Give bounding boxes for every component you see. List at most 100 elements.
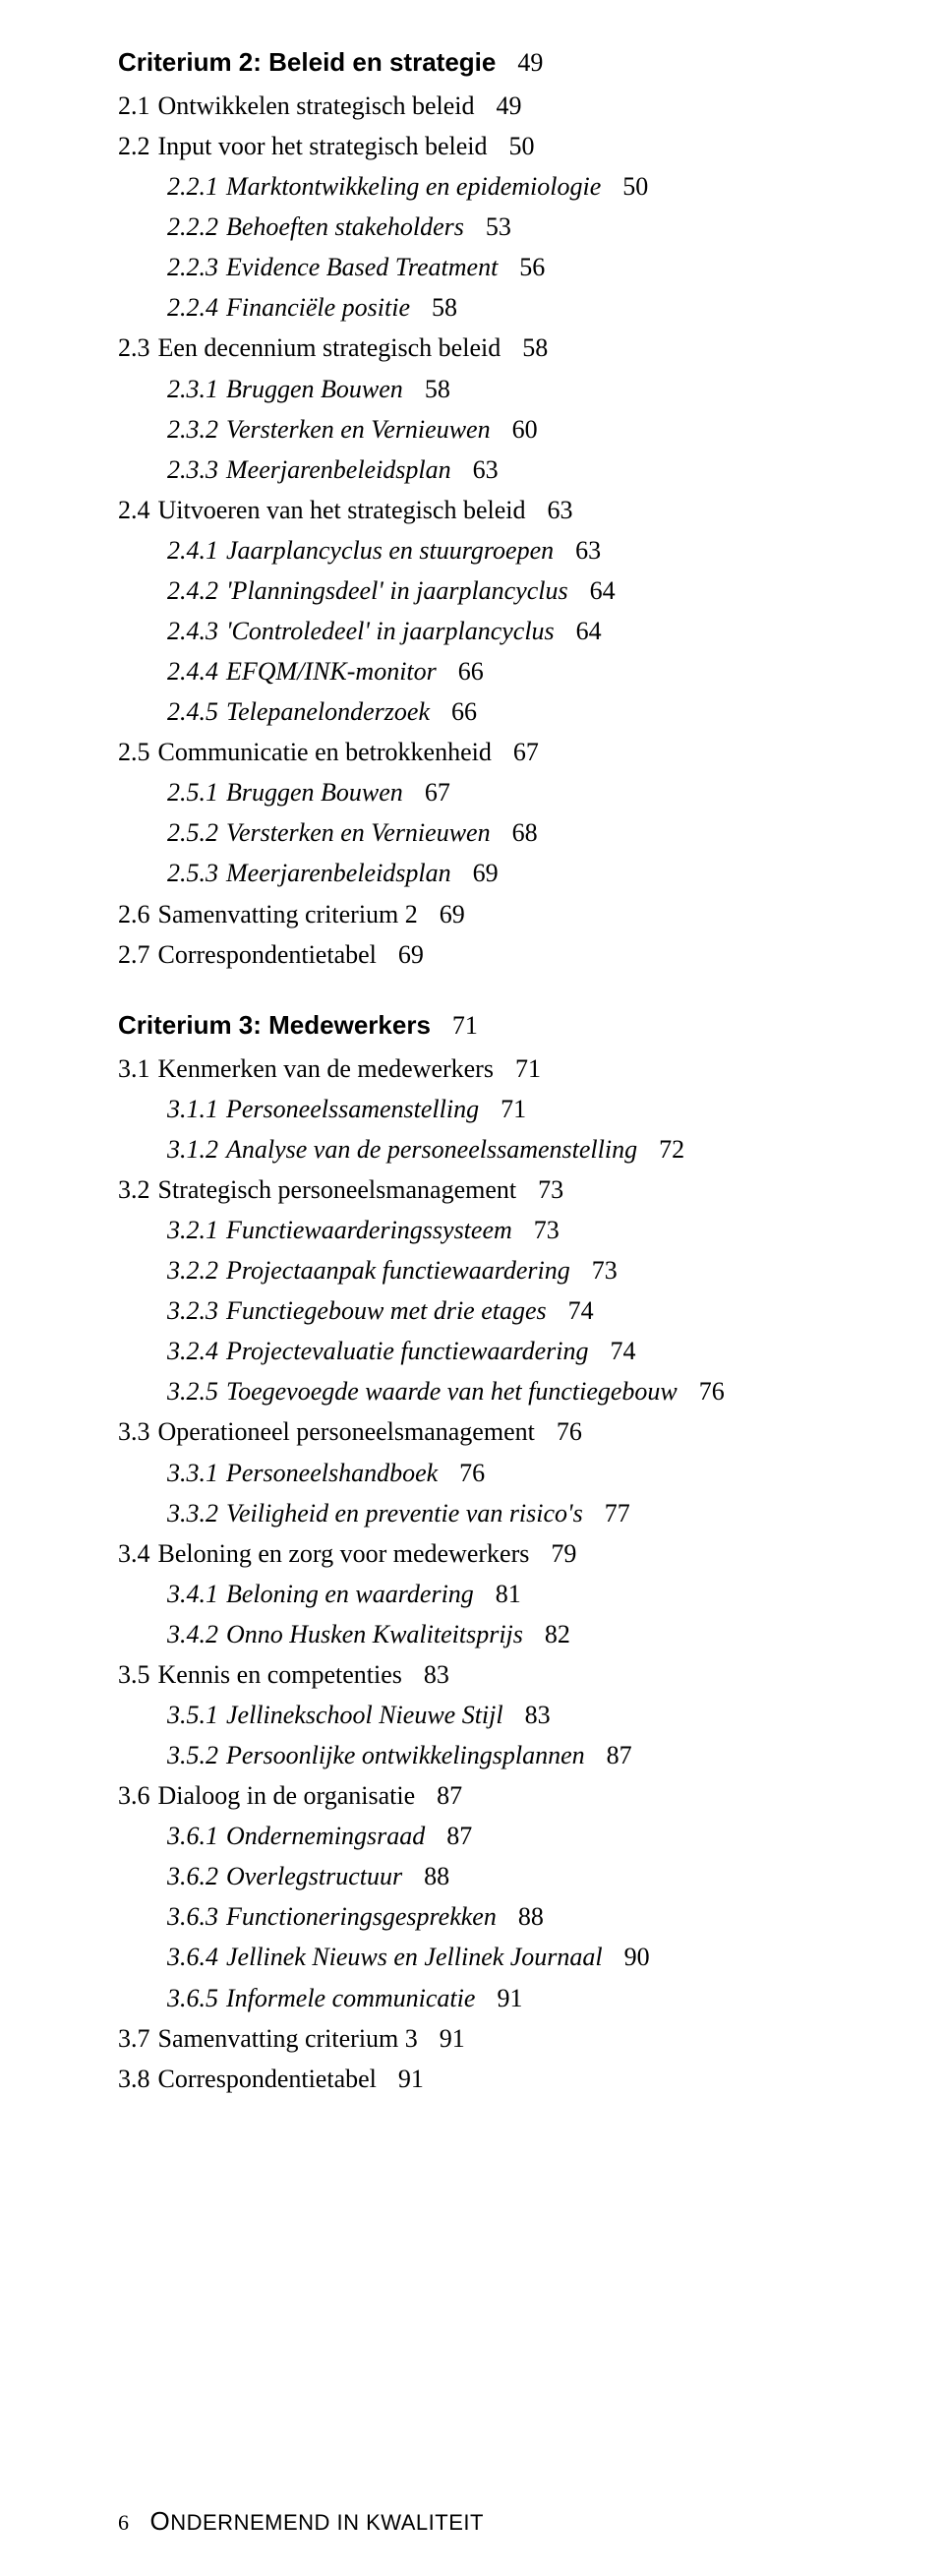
toc-entry: 3.4.2Onno Husken Kwaliteitsprijs82 <box>167 1614 873 1654</box>
entry-page: 49 <box>497 91 522 120</box>
entry-number: 3.2.4 <box>167 1337 218 1365</box>
entry-label: Veiligheid en preventie van risico's <box>226 1499 583 1528</box>
entry-page: 63 <box>547 496 572 524</box>
entry-label: Bruggen Bouwen <box>226 375 403 403</box>
toc-entry: 2.3.1 Bruggen Bouwen 58 <box>167 369 873 409</box>
toc-entry: 2.4Uitvoeren van het strategisch beleid6… <box>118 490 873 530</box>
entry-label: Marktontwikkeling en epidemiologie <box>226 172 601 201</box>
entry-label: Versterken en Vernieuwen <box>226 818 491 847</box>
toc-entry: 3.2.3Functiegebouw met drie etages74 <box>167 1290 873 1331</box>
entry-number: 2.2.4 <box>167 293 218 322</box>
entry-page: 83 <box>424 1660 449 1689</box>
toc-entry: 2.2.1Marktontwikkeling en epidemiologie5… <box>167 166 873 207</box>
entry-label: Correspondentietabel <box>158 940 377 969</box>
toc-entry: 3.5.1Jellinekschool Nieuwe Stijl83 <box>167 1695 873 1735</box>
toc-entry: 2.3.3 Meerjarenbeleidsplan 63 <box>167 449 873 490</box>
entry-label: Bruggen Bouwen <box>226 778 403 807</box>
entry-label: Financiële positie <box>226 293 410 322</box>
heading-page: 49 <box>517 48 543 77</box>
entry-page: 50 <box>509 132 535 160</box>
entry-number: 2.3.1 <box>167 375 218 403</box>
entry-number: 2.4.2 <box>167 576 218 605</box>
entry-label: Persoonlijke ontwikkelingsplannen <box>226 1741 585 1769</box>
entry-label: Ontwikkelen strategisch beleid <box>158 91 475 120</box>
entry-page: 91 <box>398 2065 424 2093</box>
entry-label: Functiewaarderingssysteem <box>226 1216 512 1244</box>
toc-entry: 3.2.4Projectevaluatie functiewaardering7… <box>167 1331 873 1371</box>
toc-entry: 3.3Operationeel personeelsmanagement76 <box>118 1411 873 1452</box>
entry-label: Meerjarenbeleidsplan <box>226 455 451 484</box>
entry-number: 3.4 <box>118 1539 150 1568</box>
entry-label: Overlegstructuur <box>226 1862 402 1890</box>
entry-number: 2.4.1 <box>167 536 218 565</box>
section-heading: Criterium 2: Beleid en strategie49 <box>118 47 873 78</box>
entry-label: 'Controledeel' in jaarplancyclus <box>226 617 555 645</box>
toc-entry: 3.1.2Analyse van de personeelssamenstell… <box>167 1129 873 1169</box>
entry-number: 2.2.3 <box>167 253 218 281</box>
entry-number: 3.5.2 <box>167 1741 218 1769</box>
toc-entry: 3.5.2Persoonlijke ontwikkelingsplannen87 <box>167 1735 873 1775</box>
entry-page: 67 <box>513 738 539 766</box>
entry-page: 83 <box>525 1701 551 1729</box>
entry-page: 74 <box>568 1296 594 1325</box>
entry-label: Beloning en waardering <box>226 1580 474 1608</box>
entry-number: 2.5.1 <box>167 778 218 807</box>
entry-page: 58 <box>425 375 450 403</box>
entry-page: 58 <box>522 333 548 362</box>
entry-page: 64 <box>590 576 616 605</box>
toc-entry: 3.2.5Toegevoegde waarde van het functieg… <box>167 1371 873 1411</box>
toc-entry: 2.1 Ontwikkelen strategisch beleid 49 <box>118 86 873 126</box>
entry-number: 3.1 <box>118 1054 150 1083</box>
entry-number: 2.1 <box>118 91 150 120</box>
toc-entry: 2.5Communicatie en betrokkenheid67 <box>118 732 873 772</box>
entry-label: Evidence Based Treatment <box>226 253 498 281</box>
entry-page: 72 <box>659 1135 684 1164</box>
entry-label: Telepanelonderzoek <box>226 697 430 726</box>
entry-number: 2.4.5 <box>167 697 218 726</box>
entry-number: 2.5 <box>118 738 150 766</box>
entry-label: Meerjarenbeleidsplan <box>226 859 451 887</box>
entry-page: 91 <box>497 1984 522 2012</box>
toc-entry: 2.5.2Versterken en Vernieuwen68 <box>167 812 873 853</box>
entry-number: 2.2 <box>118 132 150 160</box>
toc-entry: 2.4.2 'Planningsdeel' in jaarplancyclus 64 <box>167 570 873 611</box>
entry-page: 73 <box>538 1175 563 1204</box>
toc-entry: 3.6.2Overlegstructuur88 <box>167 1856 873 1896</box>
entry-label: EFQM/INK-monitor <box>226 657 437 686</box>
entry-page: 67 <box>425 778 450 807</box>
toc-content: Criterium 2: Beleid en strategie49 2.1 Ont… <box>118 47 873 2099</box>
entry-page: 63 <box>473 455 499 484</box>
toc-entry: 2.5.3Meerjarenbeleidsplan69 <box>167 853 873 893</box>
entry-label: Jellinekschool Nieuwe Stijl <box>226 1701 503 1729</box>
entry-number: 3.6.2 <box>167 1862 218 1890</box>
toc-entry: 3.1Kenmerken van de medewerkers71 <box>118 1048 873 1089</box>
entry-page: 63 <box>575 536 601 565</box>
entry-number: 2.4 <box>118 496 150 524</box>
entry-label: Samenvatting criterium 2 <box>158 900 418 929</box>
footer-first-letter: O <box>150 2506 171 2536</box>
entry-page: 91 <box>440 2024 465 2053</box>
entry-number: 3.2.1 <box>167 1216 218 1244</box>
entry-number: 2.3.2 <box>167 415 218 444</box>
entry-label: 'Planningsdeel' in jaarplancyclus <box>226 576 568 605</box>
entry-page: 69 <box>473 859 499 887</box>
entry-number: 3.2 <box>118 1175 150 1204</box>
toc-entry: 2.2Input voor het strategisch beleid50 <box>118 126 873 166</box>
entry-page: 82 <box>545 1620 570 1648</box>
entry-number: 2.3.3 <box>167 455 218 484</box>
entry-label: Analyse van de personeelssamenstelling <box>226 1135 637 1164</box>
entry-number: 3.3 <box>118 1417 150 1446</box>
entry-label: Kenmerken van de medewerkers <box>158 1054 494 1083</box>
toc-entry: 2.2.4Financiële positie58 <box>167 287 873 328</box>
entry-number: 3.3.2 <box>167 1499 218 1528</box>
entry-number: 2.6 <box>118 900 150 929</box>
entry-page: 76 <box>557 1417 582 1446</box>
toc-entry: 3.5Kennis en competenties83 <box>118 1654 873 1695</box>
entry-number: 3.2.3 <box>167 1296 218 1325</box>
entry-number: 2.5.2 <box>167 818 218 847</box>
toc-entry: 2.3.2Versterken en Vernieuwen60 <box>167 409 873 449</box>
entry-page: 87 <box>446 1822 472 1850</box>
entry-label: Versterken en Vernieuwen <box>226 415 491 444</box>
entry-label: Strategisch personeelsmanagement <box>158 1175 517 1204</box>
entry-number: 2.4.3 <box>167 617 218 645</box>
